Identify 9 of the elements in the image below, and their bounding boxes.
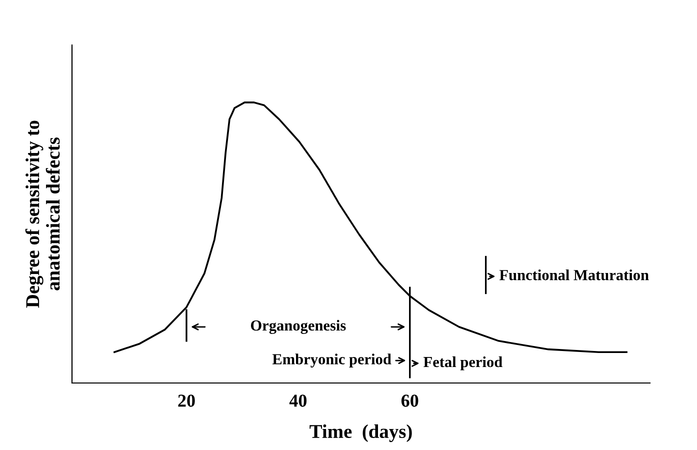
x-tick-label: 60 bbox=[401, 394, 418, 407]
annotation: Organogenesis bbox=[250, 320, 346, 334]
x-tick-label: 40 bbox=[289, 394, 307, 407]
annotation: Embryonic period bbox=[272, 354, 392, 368]
y-axis-title: Degree of sensitivity to anatomical defects bbox=[25, 120, 60, 308]
x-tick-label: 20 bbox=[178, 394, 195, 407]
annotation: Functional Maturation bbox=[499, 269, 649, 280]
annotation: Fetal period bbox=[424, 356, 502, 370]
x-axis-title: Time (days) bbox=[310, 424, 412, 442]
